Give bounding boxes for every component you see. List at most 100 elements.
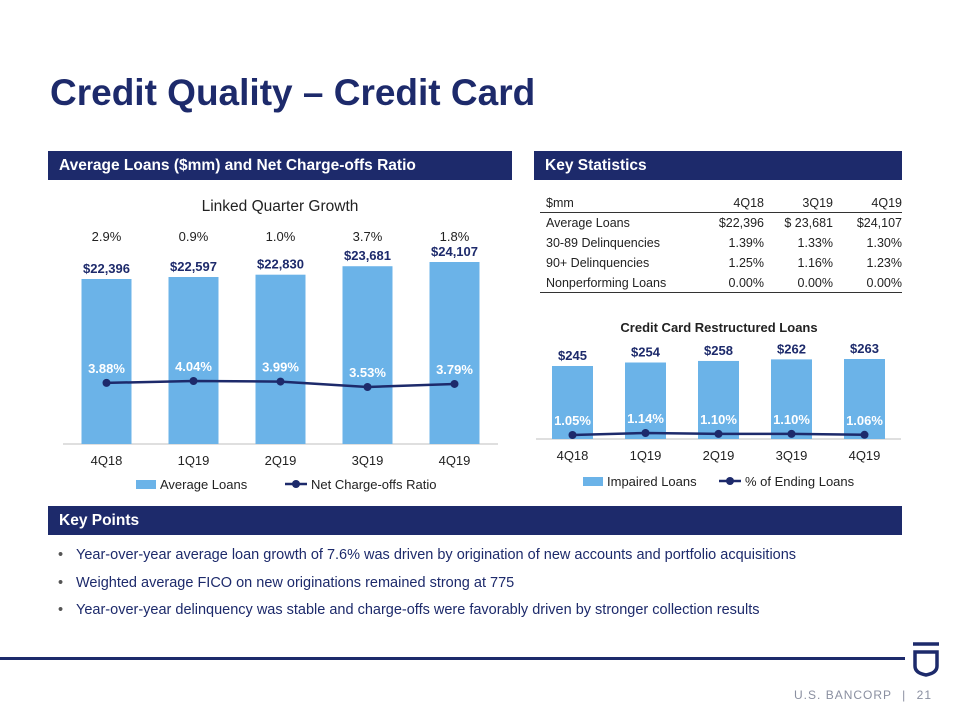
table-header-row: $mm 4Q18 3Q19 4Q19	[540, 193, 902, 213]
line-value-label: 1.06%	[846, 413, 883, 428]
x-tick-label: 1Q19	[630, 448, 662, 463]
legend-label: Impaired Loans	[607, 474, 697, 489]
page-number: 21	[916, 688, 932, 702]
key-statistics-table: $mm 4Q18 3Q19 4Q19 Average Loans $22,396…	[540, 193, 902, 293]
bar	[342, 266, 393, 444]
line-value-label: 3.53%	[349, 365, 386, 380]
table-row: Average Loans $22,396 $ 23,681 $24,107	[540, 213, 902, 233]
x-tick-label: 2Q19	[703, 448, 735, 463]
x-tick-label: 1Q19	[178, 453, 210, 468]
bar	[698, 360, 739, 439]
line-value-label: 3.79%	[436, 362, 473, 377]
bar-value-label: $254	[631, 345, 661, 360]
bar-value-label: $263	[850, 341, 879, 356]
table-header-cell: $mm	[546, 196, 574, 210]
table-cell: 30-89 Delinquencies	[546, 236, 660, 250]
growth-label: 2.9%	[92, 229, 122, 244]
bar-value-label: $245	[558, 348, 587, 363]
restructured-loans-chart: Credit Card Restructured Loans $245 4Q18 $2…	[536, 320, 901, 489]
table-cell: $24,107	[856, 216, 902, 230]
bar-value-label: $24,107	[431, 244, 478, 259]
table-cell: 0.00%	[866, 276, 902, 290]
table-cell: 1.33%	[797, 236, 833, 250]
list-item: Year-over-year average loan growth of 7.…	[58, 545, 908, 573]
x-tick-label: 4Q19	[439, 453, 471, 468]
legend-label: % of Ending Loans	[745, 474, 855, 489]
bar	[625, 362, 666, 439]
line-point	[363, 383, 372, 391]
line-point	[276, 377, 285, 386]
brand-name: U.S. BANCORP	[794, 688, 892, 702]
bar	[844, 359, 885, 439]
bar-value-label: $22,396	[83, 261, 130, 276]
line-point	[787, 429, 796, 438]
key-points-list: Year-over-year average loan growth of 7.…	[58, 545, 908, 628]
line-point	[714, 429, 723, 438]
table-header-cell: 4Q19	[871, 196, 902, 210]
legend-label: Net Charge-offs Ratio	[311, 477, 437, 492]
line-point	[641, 429, 650, 437]
line-point	[189, 377, 198, 385]
footer-divider	[0, 657, 905, 660]
legend-marker	[292, 480, 300, 488]
table-cell: 1.30%	[866, 236, 902, 250]
section-header-key-statistics: Key Statistics	[534, 151, 902, 180]
table-header-cell: 3Q19	[802, 196, 833, 210]
x-tick-label: 3Q19	[776, 448, 808, 463]
table-cell: 1.39%	[728, 236, 764, 250]
bar	[429, 262, 480, 444]
line-point	[860, 430, 869, 439]
line-value-label: 4.04%	[175, 359, 212, 374]
line-value-label: 3.88%	[88, 361, 125, 376]
bar	[771, 359, 812, 439]
bar-value-label: $262	[777, 341, 806, 356]
table-cell: 1.25%	[728, 256, 764, 270]
bar	[168, 277, 219, 444]
bar-value-label: $258	[704, 343, 733, 358]
chart-title: Linked Quarter Growth	[202, 198, 359, 215]
section-header-loans: Average Loans ($mm) and Net Charge-offs …	[48, 151, 512, 180]
bar	[81, 279, 132, 444]
bar	[255, 274, 306, 444]
x-tick-label: 4Q19	[849, 448, 881, 463]
table-cell: 1.16%	[797, 256, 833, 270]
bar	[552, 366, 593, 439]
average-loans-chart: Linked Quarter Growth 2.9% 0.9% 1.0% 3.7% 1.8…	[63, 198, 498, 492]
x-tick-label: 3Q19	[352, 453, 384, 468]
legend-swatch	[583, 477, 603, 486]
legend-label: Average Loans	[160, 477, 248, 492]
table-row: Nonperforming Loans 0.00% 0.00% 0.00%	[540, 273, 902, 293]
line-point	[102, 378, 111, 387]
bar-value-label: $22,597	[170, 259, 217, 274]
x-tick-label: 4Q18	[557, 448, 589, 463]
table-cell: 90+ Delinquencies	[546, 256, 650, 270]
line-value-label: 1.05%	[554, 413, 591, 428]
bar-value-label: $22,830	[257, 257, 304, 272]
bar-value-label: $23,681	[344, 248, 391, 263]
us-bancorp-shield-icon	[913, 642, 939, 677]
table-cell: 1.23%	[866, 256, 902, 270]
line-value-label: 1.10%	[773, 412, 810, 427]
table-header-cell: 4Q18	[733, 196, 764, 210]
table-cell: Nonperforming Loans	[546, 276, 667, 290]
legend-marker	[726, 477, 734, 485]
line-value-label: 1.14%	[627, 411, 664, 426]
legend-swatch	[136, 480, 156, 489]
list-item: Weighted average FICO on new origination…	[58, 573, 908, 601]
growth-label: 1.0%	[266, 229, 296, 244]
table-cell: 0.00%	[728, 276, 764, 290]
table-cell: Average Loans	[546, 216, 630, 230]
growth-label: 0.9%	[179, 229, 209, 244]
table-cell: $ 23,681	[784, 216, 833, 230]
x-tick-label: 2Q19	[265, 453, 297, 468]
table-row: 90+ Delinquencies 1.25% 1.16% 1.23%	[540, 253, 902, 273]
table-row: 30-89 Delinquencies 1.39% 1.33% 1.30%	[540, 233, 902, 253]
section-header-key-points: Key Points	[48, 506, 902, 535]
growth-label: 1.8%	[440, 229, 470, 244]
list-item: Year-over-year delinquency was stable an…	[58, 600, 908, 628]
line-point	[568, 431, 577, 439]
page-title: Credit Quality – Credit Card	[50, 72, 536, 113]
x-tick-label: 4Q18	[91, 453, 123, 468]
footer-separator: |	[902, 688, 907, 702]
chart-title: Credit Card Restructured Loans	[620, 320, 817, 335]
